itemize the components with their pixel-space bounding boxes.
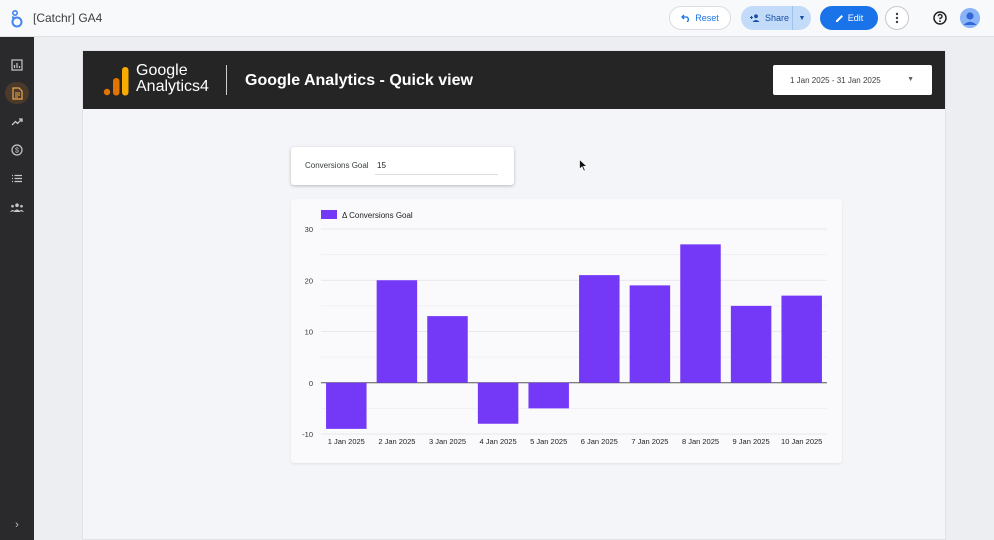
left-nav-rail: $ › xyxy=(0,37,34,540)
edit-button[interactable]: Edit xyxy=(820,6,878,30)
x-tick-label: 7 Jan 2025 xyxy=(631,437,668,446)
bar xyxy=(629,285,671,383)
rail-item-trend[interactable] xyxy=(5,110,29,132)
header-divider xyxy=(226,65,227,95)
share-label: Share xyxy=(765,13,790,23)
looker-studio-logo-icon[interactable] xyxy=(10,9,24,29)
chevron-right-icon: › xyxy=(15,519,19,531)
rail-item-people[interactable] xyxy=(5,196,29,218)
y-tick-label: 30 xyxy=(305,225,313,234)
chevron-down-icon: ▼ xyxy=(798,14,806,22)
bar xyxy=(781,295,822,383)
share-dropdown-button[interactable]: ▼ xyxy=(793,6,811,30)
add-person-icon xyxy=(750,14,760,22)
report-title: Google Analytics - Quick view xyxy=(245,72,473,89)
x-tick-label: 4 Jan 2025 xyxy=(480,437,517,446)
share-button-group: Share ▼ xyxy=(741,6,811,30)
svg-text:$: $ xyxy=(15,148,19,155)
caret-down-icon: ▼ xyxy=(907,76,914,83)
bar-chart-icon xyxy=(11,59,23,71)
y-tick-label: -10 xyxy=(302,430,313,439)
share-button[interactable]: Share xyxy=(741,6,793,30)
logo-line-analytics: Analytics xyxy=(136,78,201,95)
y-tick-label: 0 xyxy=(309,379,313,388)
top-bar: [Catchr] GA4 Reset Share ▼ Edit xyxy=(0,0,994,37)
y-tick-label: 20 xyxy=(305,276,313,285)
date-range-value: 1 Jan 2025 - 31 Jan 2025 xyxy=(790,75,881,85)
expand-nav-button[interactable]: › xyxy=(9,517,25,533)
goal-input-underline xyxy=(375,174,498,175)
undo-icon xyxy=(681,14,690,22)
x-tick-label: 8 Jan 2025 xyxy=(682,437,719,446)
help-icon[interactable] xyxy=(932,10,948,26)
goal-label: Conversions Goal xyxy=(305,161,369,170)
pencil-icon xyxy=(835,14,843,22)
report-name[interactable]: [Catchr] GA4 xyxy=(33,11,103,25)
reset-label: Reset xyxy=(695,13,719,23)
bar-chart: 30 20 10 0 -10 1 Jan 2025 2 Jan 2025 3 Jan 2025… xyxy=(302,210,827,446)
reset-button[interactable]: Reset xyxy=(669,6,731,30)
more-options-button[interactable] xyxy=(885,6,909,30)
bar xyxy=(427,316,468,383)
bar xyxy=(680,244,721,383)
bar xyxy=(326,382,367,429)
list-icon xyxy=(12,174,22,182)
legend-label: Δ Conversions Goal xyxy=(342,211,413,220)
y-tick-label: 10 xyxy=(305,328,313,337)
account-avatar-icon[interactable] xyxy=(960,8,980,28)
google-analytics-logo-icon xyxy=(103,67,129,96)
report-header: Google Analytics4 Google Analytics - Qui… xyxy=(83,51,945,109)
date-range-picker[interactable]: 1 Jan 2025 - 31 Jan 2025 ▼ xyxy=(773,65,932,95)
conversions-goal-control[interactable]: Conversions Goal 15 xyxy=(291,147,514,185)
mouse-cursor-icon xyxy=(579,159,588,172)
bar xyxy=(528,382,569,409)
rail-item-report[interactable] xyxy=(5,82,29,104)
bar xyxy=(477,382,519,424)
x-tick-label: 10 Jan 2025 xyxy=(781,437,822,446)
bar xyxy=(730,305,772,383)
rail-item-list[interactable] xyxy=(5,167,29,189)
trending-up-icon xyxy=(11,117,23,125)
bar xyxy=(579,275,620,383)
report-canvas: Google Analytics4 Google Analytics - Qui… xyxy=(82,50,946,540)
more-vert-icon xyxy=(895,12,899,24)
x-tick-label: 5 Jan 2025 xyxy=(530,437,567,446)
legend-swatch xyxy=(321,210,337,219)
x-tick-label: 2 Jan 2025 xyxy=(378,437,415,446)
x-tick-label: 6 Jan 2025 xyxy=(581,437,618,446)
x-tick-label: 9 Jan 2025 xyxy=(733,437,770,446)
logo-line-google: Google xyxy=(136,62,188,79)
google-analytics-logo-text: Google Analytics4 xyxy=(136,63,209,95)
logo-number: 4 xyxy=(200,78,209,95)
goal-input[interactable]: 15 xyxy=(377,161,386,170)
rail-item-billing[interactable]: $ xyxy=(5,139,29,161)
dollar-circle-icon: $ xyxy=(11,144,23,156)
edit-label: Edit xyxy=(847,13,864,23)
document-icon xyxy=(11,86,23,100)
x-tick-label: 3 Jan 2025 xyxy=(429,437,466,446)
x-tick-label: 1 Jan 2025 xyxy=(328,437,365,446)
conversions-chart: 30 20 10 0 -10 1 Jan 2025 2 Jan 2025 3 Jan 2025… xyxy=(291,199,842,463)
people-icon xyxy=(10,202,24,212)
bar xyxy=(376,280,418,383)
rail-item-chart[interactable] xyxy=(5,54,29,76)
